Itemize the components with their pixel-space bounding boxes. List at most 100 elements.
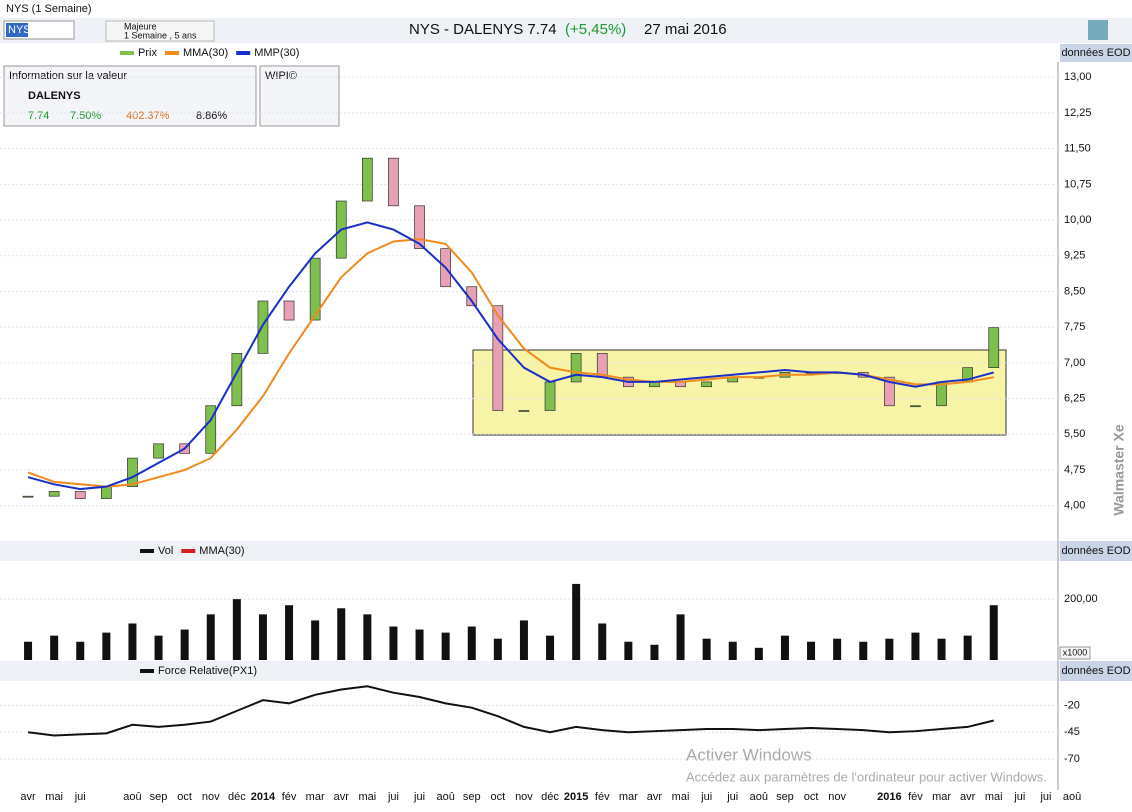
- x-tick-label: jui: [700, 791, 712, 803]
- x-tick-label: jui: [726, 791, 738, 803]
- volume-bar: [493, 638, 502, 660]
- x-tick-label: aoû: [750, 791, 768, 803]
- x-tick-label: sep: [150, 791, 168, 803]
- volume-bar: [911, 632, 920, 660]
- volume-bar: [128, 623, 137, 660]
- x-tick-label: fév: [282, 791, 297, 803]
- x-tick-label: mai: [358, 791, 376, 803]
- candle: [205, 405, 217, 454]
- period-sub: 1 Semaine , 5 ans: [124, 30, 197, 40]
- volume-bar: [24, 641, 33, 660]
- volume-bar: [232, 599, 241, 660]
- y-tick-label: 4,75: [1064, 464, 1085, 476]
- candle: [100, 486, 112, 499]
- volume-bar: [989, 605, 998, 660]
- x-tick-label: mai: [45, 791, 63, 803]
- x-tick-label: oct: [804, 791, 819, 803]
- candle: [518, 410, 530, 412]
- volume-bar: [885, 638, 894, 660]
- volume-bar: [963, 635, 972, 660]
- volume-bar: [363, 614, 372, 660]
- candle: [492, 305, 504, 411]
- y-tick-label: 11,50: [1064, 143, 1091, 155]
- volume-bar: [676, 614, 685, 660]
- y-tick-label: 6,25: [1064, 393, 1085, 405]
- candle: [466, 286, 478, 307]
- source-box: [1060, 44, 1132, 62]
- activation-title: Activer Windows: [686, 745, 812, 764]
- candle: [127, 457, 138, 488]
- stock-date: 27 mai 2016: [644, 21, 727, 38]
- volume-bar: [285, 605, 294, 660]
- candle: [153, 443, 164, 459]
- volume-bar: [754, 647, 763, 660]
- x-tick-label: nov: [828, 791, 846, 803]
- period-select[interactable]: [105, 20, 215, 42]
- info-panel: Information sur la valeur DALENYS 7.74 7…: [3, 65, 340, 127]
- candle: [388, 157, 399, 207]
- x-tick-label: déc: [228, 791, 246, 803]
- unit-box: [1059, 646, 1091, 660]
- volume-bar: [258, 614, 267, 660]
- volume-bar: [546, 635, 555, 660]
- x-tick-label: mar: [306, 791, 325, 803]
- y-tick-label: 5,50: [1064, 428, 1085, 440]
- x-tick-label: 2014: [251, 791, 276, 803]
- info-yield: 8.86%: [196, 110, 227, 122]
- x-tick-label: jui: [1013, 791, 1025, 803]
- volume-bar: [780, 635, 789, 660]
- stock-change: (+5,45%): [565, 21, 626, 38]
- volume-bar: [180, 629, 189, 660]
- info-perf: 402.37%: [126, 110, 170, 122]
- volume-bar: [624, 641, 633, 660]
- unit-label: x1000: [1063, 647, 1088, 657]
- volume-bar: [76, 641, 85, 660]
- x-tick-label: mai: [672, 791, 690, 803]
- x-tick-label: jui: [1039, 791, 1051, 803]
- volume-bar: [389, 626, 398, 660]
- candle: [22, 495, 34, 498]
- x-tick-label: avr: [334, 791, 350, 803]
- volume-bar: [337, 608, 346, 660]
- candle: [910, 405, 921, 408]
- volume-bar: [807, 641, 816, 660]
- y-tick-label: 13,00: [1064, 71, 1092, 83]
- legend-label: MMP(30): [254, 47, 299, 59]
- volume-bar: [650, 644, 659, 660]
- stock-name: NYS - DALENYS 7.74: [409, 21, 557, 38]
- x-tick-label: déc: [541, 791, 559, 803]
- x-tick-label: mar: [932, 791, 951, 803]
- tool-icon[interactable]: [1088, 20, 1108, 40]
- x-tick-label: mai: [985, 791, 1003, 803]
- x-tick-label: aoû: [123, 791, 141, 803]
- line: [27, 685, 994, 737]
- panel-header: [0, 661, 1060, 681]
- info-box: [3, 65, 257, 127]
- y-tick-label: 8,50: [1064, 285, 1085, 297]
- candle: [570, 353, 582, 383]
- volume-bar: [859, 641, 868, 660]
- volume-bar: [467, 626, 476, 660]
- x-tick-label: 2016: [877, 791, 901, 803]
- window-title: NYS (1 Semaine): [6, 3, 92, 15]
- highlight-zone: [472, 349, 1007, 436]
- x-tick-label: avr: [960, 791, 976, 803]
- x-tick-label: nov: [515, 791, 533, 803]
- selection: [6, 23, 28, 37]
- volume-bar: [50, 635, 59, 660]
- legend-label: Force Relative(PX1): [158, 665, 257, 677]
- candle: [414, 205, 425, 249]
- candle: [936, 381, 947, 407]
- x-tick-label: nov: [202, 791, 220, 803]
- source-label: données EOD: [1061, 665, 1130, 677]
- volume-bar: [102, 632, 111, 660]
- x-tick-label: jui: [387, 791, 399, 803]
- volume-bar: [572, 583, 581, 660]
- volume-bar: [519, 620, 528, 660]
- info-price: 7.74: [28, 110, 49, 122]
- y-tick-label: 10,75: [1064, 178, 1092, 190]
- x-tick-label: fév: [595, 791, 610, 803]
- x-tick-label: jui: [74, 791, 86, 803]
- title-bar: [0, 0, 1132, 18]
- legend-label: Vol: [158, 545, 173, 557]
